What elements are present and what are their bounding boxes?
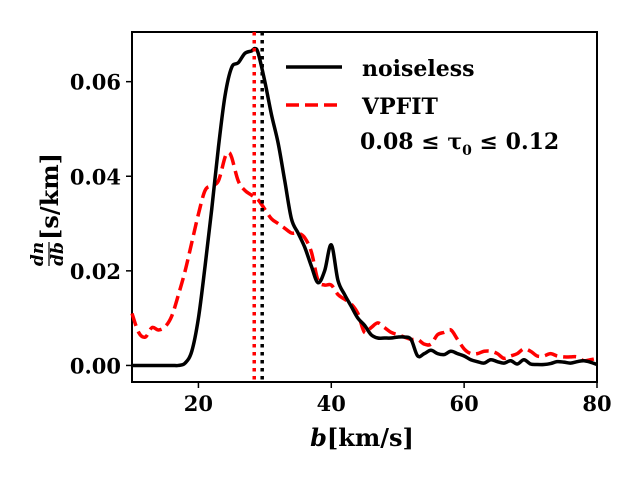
legend: noiseless VPFIT 0.08 ≤ τ0 ≤ 0.12 bbox=[286, 56, 559, 159]
y-axis: 0.00 0.02 0.04 0.06 bbox=[70, 70, 132, 378]
x-axis-label: b[km/s] bbox=[310, 423, 414, 452]
y-axis-label: dn db [s/km] bbox=[28, 153, 68, 266]
svg-text:dn: dn bbox=[28, 242, 48, 266]
x-tick-label: 40 bbox=[317, 391, 346, 416]
plot-area bbox=[130, 32, 598, 382]
series-line-vpfit bbox=[130, 150, 598, 363]
svg-text:[s/km]: [s/km] bbox=[35, 153, 64, 240]
plot-frame bbox=[131, 31, 598, 383]
svg-text:db: db bbox=[48, 242, 68, 266]
x-tick-label: 20 bbox=[184, 391, 213, 416]
x-axis: 20 40 60 80 bbox=[184, 382, 612, 416]
y-tick-label: 0.04 bbox=[70, 164, 121, 189]
x-tick-label: 80 bbox=[582, 391, 611, 416]
legend-annotation: 0.08 ≤ τ0 ≤ 0.12 bbox=[360, 129, 559, 159]
y-tick-label: 0.02 bbox=[70, 259, 121, 284]
series-line-noiseless bbox=[132, 46, 598, 368]
y-tick-label: 0.06 bbox=[70, 70, 121, 95]
x-tick-label: 60 bbox=[450, 391, 479, 416]
legend-label-noiseless: noiseless bbox=[362, 56, 475, 82]
legend-label-vpfit: VPFIT bbox=[361, 94, 439, 120]
y-tick-label: 0.00 bbox=[70, 353, 121, 378]
